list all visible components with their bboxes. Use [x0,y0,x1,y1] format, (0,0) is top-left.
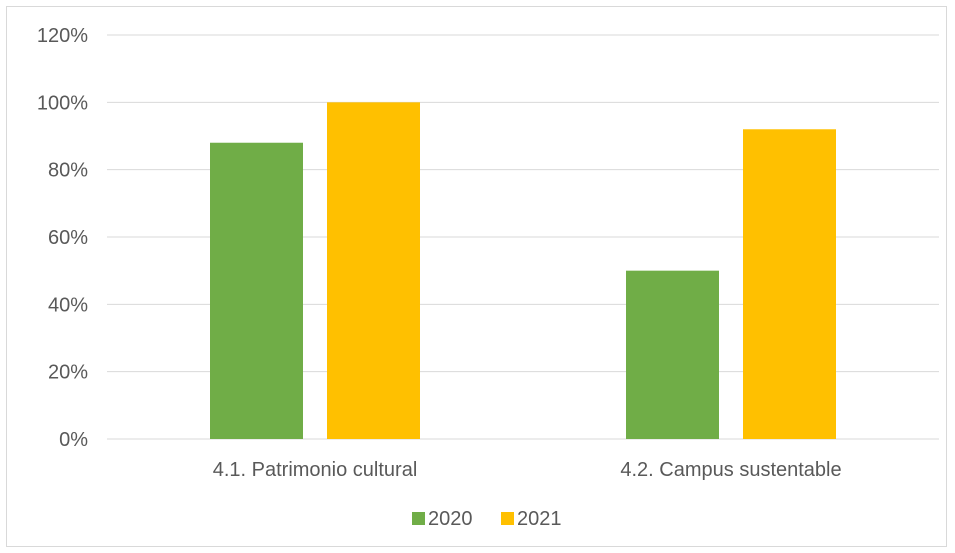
y-axis-ticks: 0% 20% 40% 60% 80% 100% 120% [37,25,88,451]
legend-label-2021: 2021 [517,508,562,530]
y-tick-label: 40% [48,294,88,316]
legend: 2020 2021 [412,508,562,530]
y-tick-label: 20% [48,362,88,384]
y-tick-label: 0% [59,429,88,451]
x-category-label: 4.2. Campus sustentable [620,459,841,481]
y-tick-label: 80% [48,160,88,182]
x-axis-categories: 4.1. Patrimonio cultural 4.2. Campus sust… [213,459,842,481]
bar-2020-2 [626,270,719,439]
bar-2020-1 [210,142,303,439]
legend-label-2020: 2020 [428,508,473,530]
legend-swatch-2020 [412,512,425,525]
y-tick-label: 120% [37,25,88,47]
x-category-label: 4.1. Patrimonio cultural [213,459,418,481]
y-tick-label: 100% [37,92,88,114]
bars [210,102,836,439]
bar-2021-2 [743,129,836,439]
y-tick-label: 60% [48,227,88,249]
bar-2021-1 [327,102,420,439]
legend-swatch-2021 [501,512,514,525]
